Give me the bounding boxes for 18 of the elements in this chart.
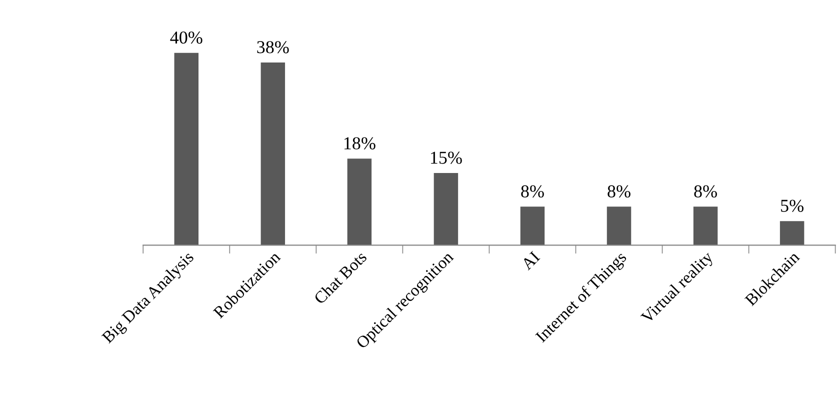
bar — [434, 173, 458, 246]
data-label: 38% — [257, 41, 289, 54]
bar — [260, 62, 286, 246]
data-label: 18% — [344, 137, 376, 150]
data-label: 5% — [781, 200, 804, 212]
data-label: 8% — [694, 185, 717, 198]
data-label: 40% — [170, 31, 202, 44]
data-label: 8% — [521, 185, 544, 198]
bar — [520, 206, 545, 246]
bar — [606, 206, 632, 246]
x-tick-label: Chat Bots — [313, 250, 368, 305]
bar — [347, 158, 372, 246]
bar — [174, 52, 199, 246]
bar — [693, 206, 718, 246]
data-label: 15% — [431, 152, 462, 164]
x-tick-label: AI — [520, 250, 540, 270]
data-label: 8% — [608, 185, 630, 198]
bar — [780, 221, 804, 246]
